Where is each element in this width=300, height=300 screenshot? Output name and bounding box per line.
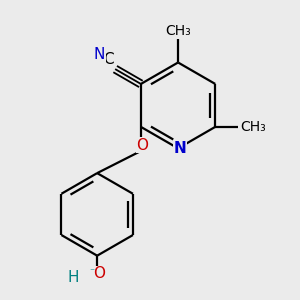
Text: O: O: [93, 266, 105, 281]
Text: CH₃: CH₃: [240, 120, 266, 134]
Text: C: C: [103, 52, 113, 68]
Text: N: N: [173, 141, 186, 156]
Text: N: N: [94, 47, 105, 62]
Text: ⁻: ⁻: [89, 267, 94, 277]
Text: CH₃: CH₃: [165, 24, 191, 38]
Text: H: H: [68, 270, 79, 285]
Text: O: O: [136, 137, 148, 152]
